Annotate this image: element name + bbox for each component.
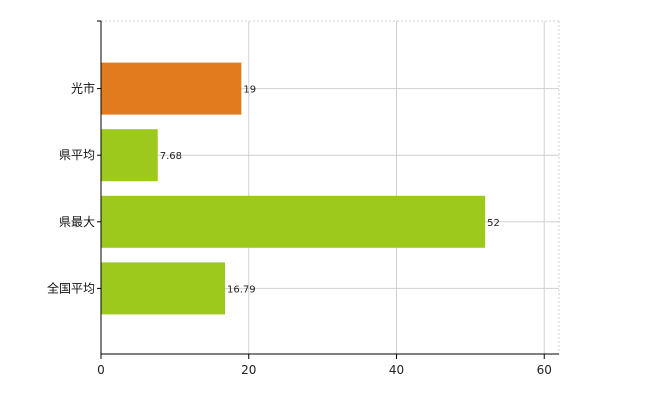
category-label: 県平均 [59,148,95,162]
x-tick-label: 20 [241,363,256,377]
x-tick-label: 0 [97,363,105,377]
data-label: 16.79 [227,284,256,295]
category-label: 県最大 [59,215,95,229]
bar [101,62,242,115]
category-label: 全国平均 [47,280,95,295]
bar [101,129,158,182]
bars [101,62,486,315]
data-label: 7.68 [160,151,182,162]
bar [101,262,226,315]
x-tick-label: 60 [537,363,552,377]
bar [101,195,486,248]
x-tick-label: 40 [389,363,404,377]
axes [97,20,559,359]
data-label: 19 [243,85,256,96]
category-label: 光市 [71,81,95,96]
data-label: 52 [487,218,500,229]
